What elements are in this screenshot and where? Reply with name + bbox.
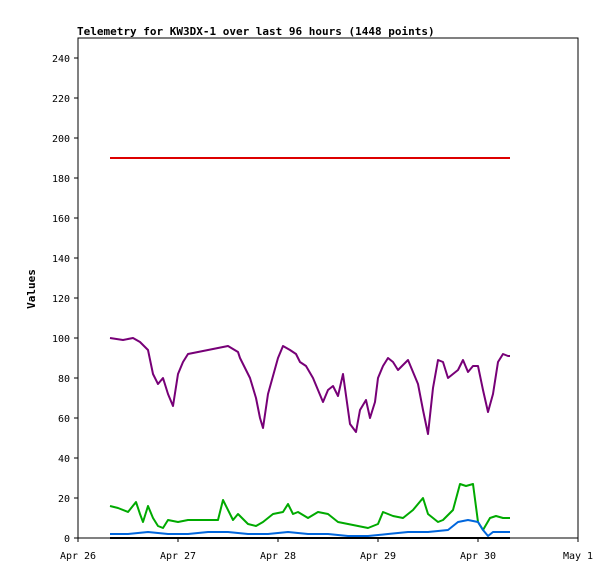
x-tick-label: Apr 27 — [160, 551, 196, 562]
series-lines — [109, 157, 510, 539]
x-tick-label: Apr 28 — [260, 551, 296, 562]
x-tick-label: May 1 — [563, 551, 593, 562]
y-tick-label: 40 — [58, 454, 70, 465]
y-tick-label: 140 — [52, 254, 70, 265]
x-axis-ticks: Apr 26 Apr 27 Apr 28 Apr 29 Apr 30 May 1 — [60, 538, 593, 562]
y-tick-label: 200 — [52, 134, 70, 145]
series-line-3 — [109, 483, 510, 531]
x-tick-label: Apr 29 — [360, 551, 396, 562]
plot-frame — [77, 37, 579, 539]
y-tick-label: 120 — [52, 294, 70, 305]
y-tick-label: 60 — [58, 414, 70, 425]
x-tick-label: Apr 30 — [460, 551, 496, 562]
series-line-4 — [110, 519, 510, 537]
y-tick-label: 20 — [58, 494, 70, 505]
y-tick-label: 0 — [64, 534, 70, 545]
series-line-2 — [109, 337, 510, 435]
y-axis-label: Values — [25, 269, 38, 309]
y-tick-label: 100 — [52, 334, 70, 345]
y-axis-ticks: 0 20 40 60 80 100 120 140 160 180 200 220 240 — [52, 54, 78, 545]
y-tick-label: 160 — [52, 214, 70, 225]
chart-title: Telemetry for KW3DX-1 over last 96 hours… — [77, 25, 435, 38]
y-tick-label: 220 — [52, 94, 70, 105]
y-tick-label: 240 — [52, 54, 70, 65]
y-tick-label: 180 — [52, 174, 70, 185]
x-tick-label: Apr 26 — [60, 551, 96, 562]
y-tick-label: 80 — [58, 374, 70, 385]
